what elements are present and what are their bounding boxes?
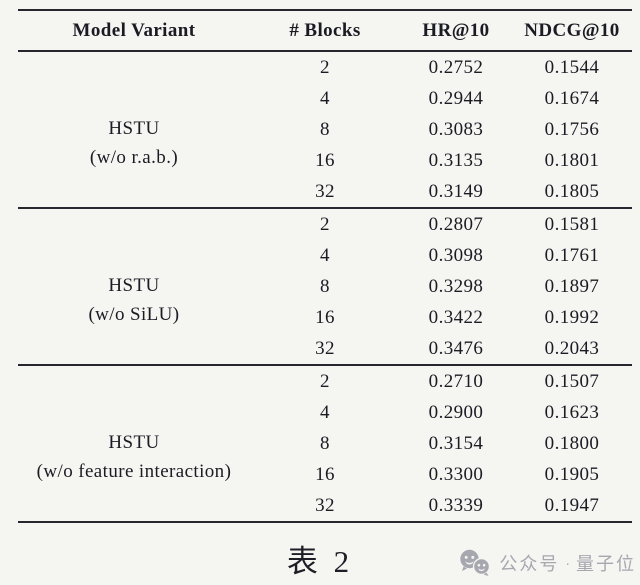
ndcg10-cell: 0.1674 [544,88,600,109]
num-blocks-cell: 4 [320,245,330,266]
num-blocks-cell: 16 [315,464,335,485]
num-blocks-cell: 2 [320,57,330,78]
results-table: Model Variant # Blocks HR@10 NDCG@10 HST… [18,9,632,523]
hr10-cell: 0.3339 [428,495,484,516]
model-name: HSTU [108,274,160,296]
watermark-brand: 量子位 [576,553,636,574]
num-blocks-cell: 8 [320,119,330,140]
ndcg10-cell: 0.1947 [544,495,600,516]
watermark-separator: · [565,554,570,571]
hr10-cell: 0.3135 [428,150,484,171]
num-blocks-cell: 4 [320,88,330,109]
column-header-num-blocks: # Blocks [289,19,361,41]
ndcg10-cell: 0.1544 [544,57,600,78]
num-blocks-cell: 4 [320,402,330,423]
hr10-cell: 0.3422 [428,307,484,328]
num-blocks-cell: 32 [315,181,335,202]
variant-group: HSTU (w/o feature interaction) 2 0.2710 0.15… [18,366,632,523]
table-header-row: Model Variant # Blocks HR@10 NDCG@10 [18,9,632,52]
hr10-cell: 0.3298 [428,276,484,297]
model-variant-label: HSTU (w/o SiLU) [18,222,250,377]
ndcg10-cell: 0.1905 [544,464,600,485]
ndcg10-cell: 0.2043 [544,338,600,359]
hr10-cell: 0.3149 [428,181,484,202]
num-blocks-cell: 32 [315,338,335,359]
model-variant-label: HSTU (w/o feature interaction) [18,379,250,534]
hr10-cell: 0.3083 [428,119,484,140]
hr10-cell: 0.3154 [428,433,484,454]
hr10-cell: 0.3098 [428,245,484,266]
variant-condition: (w/o feature interaction) [36,460,232,482]
hr10-cell: 0.2900 [428,402,484,423]
ndcg10-cell: 0.1897 [544,276,600,297]
num-blocks-cell: 16 [315,307,335,328]
num-blocks-cell: 2 [320,371,330,392]
num-blocks-cell: 8 [320,276,330,297]
ndcg10-cell: 0.1801 [544,150,600,171]
hr10-cell: 0.2944 [428,88,484,109]
ndcg10-cell: 0.1992 [544,307,600,328]
column-header-ndcg10: NDCG@10 [524,19,620,41]
column-header-model-variant: Model Variant [72,19,196,41]
hr10-cell: 0.2710 [428,371,484,392]
variant-condition: (w/o SiLU) [88,303,180,325]
ndcg10-cell: 0.1805 [544,181,600,202]
hr10-cell: 0.2752 [428,57,484,78]
ndcg10-cell: 0.1581 [544,214,600,235]
model-name: HSTU [108,431,160,453]
hr10-cell: 0.3476 [428,338,484,359]
hr10-cell: 0.2807 [428,214,484,235]
table-body: HSTU (w/o r.a.b.) 2 0.2752 0.1544 4 0.2944 0.16… [18,52,632,523]
num-blocks-cell: 8 [320,433,330,454]
num-blocks-cell: 16 [315,150,335,171]
wechat-icon [460,549,491,576]
hr10-cell: 0.3300 [428,464,484,485]
num-blocks-cell: 2 [320,214,330,235]
variant-group: HSTU (w/o SiLU) 2 0.2807 0.1581 4 0.3098 0.1761… [18,209,632,366]
model-name: HSTU [108,117,160,139]
ndcg10-cell: 0.1761 [544,245,600,266]
variant-group: HSTU (w/o r.a.b.) 2 0.2752 0.1544 4 0.2944 0.16… [18,52,632,209]
model-variant-label: HSTU (w/o r.a.b.) [18,65,250,220]
ndcg10-cell: 0.1756 [544,119,600,140]
table-caption: 表 2 [286,544,354,579]
column-header-hr10: HR@10 [422,19,490,41]
watermark: 公众号 · 量子位 [459,549,636,576]
ndcg10-cell: 0.1623 [544,402,600,423]
variant-condition: (w/o r.a.b.) [89,146,179,168]
ndcg10-cell: 0.1507 [544,371,600,392]
num-blocks-cell: 32 [315,495,335,516]
ndcg10-cell: 0.1800 [544,433,600,454]
watermark-account-label: 公众号 [499,553,560,574]
